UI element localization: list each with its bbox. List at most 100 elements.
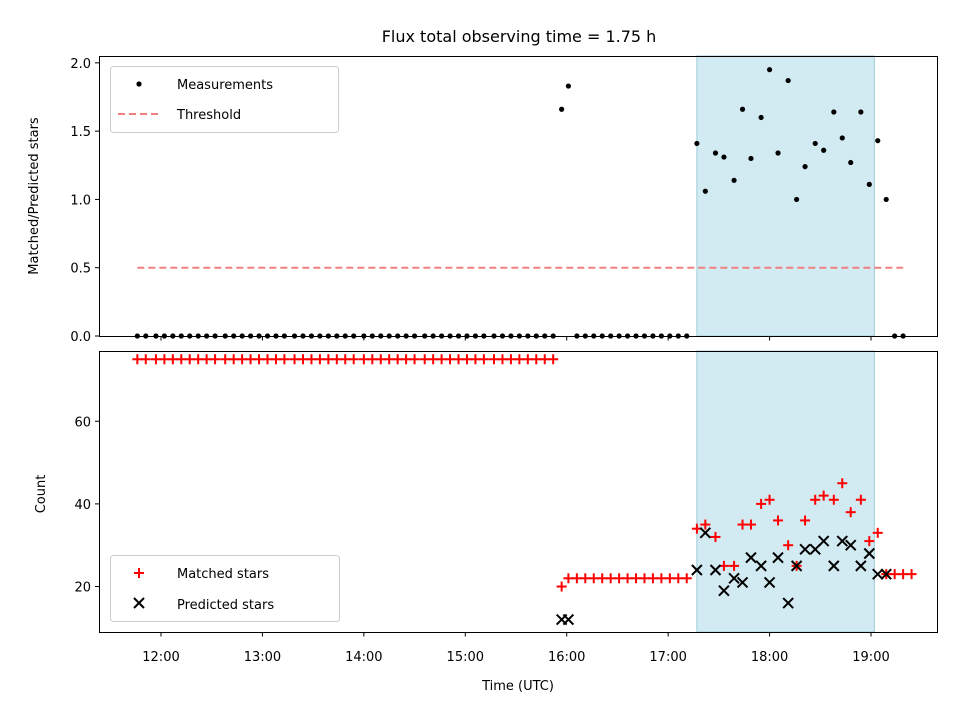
- count-y-ticks: 20 40 60: [74, 415, 100, 596]
- observing-window-shade-lower: [696, 350, 875, 633]
- matched-star-point: [639, 573, 650, 584]
- matched-star-point: [872, 527, 883, 538]
- matched-star-point: [470, 354, 481, 365]
- matched-star-point: [298, 354, 308, 365]
- predicted-star-point: [728, 572, 740, 584]
- x-tick-label: 14:00: [345, 650, 382, 665]
- predicted-star-point: [562, 613, 575, 626]
- matched-star-point: [193, 354, 204, 365]
- matched-star-point: [150, 354, 161, 365]
- legend-label-measurements: Measurements: [177, 78, 273, 93]
- measurement-point: [748, 155, 754, 162]
- y-tick-label: 20: [74, 581, 91, 596]
- matched-star-point: [556, 581, 567, 592]
- matched-star-point: [132, 354, 143, 365]
- measurement-point: [758, 114, 764, 121]
- matched-star-point: [710, 531, 721, 542]
- measurement-point: [721, 154, 727, 160]
- x-tick-label: 13:00: [244, 650, 281, 665]
- y-tick-label: 0.0: [70, 330, 91, 345]
- matched-star-point: [837, 478, 848, 489]
- matched-star-point: [906, 569, 917, 580]
- matched-star-point: [764, 494, 775, 505]
- count-marks: [132, 354, 917, 626]
- matched-star-point: [563, 573, 574, 584]
- count-legend-box: [110, 555, 340, 622]
- matched-star-point: [656, 573, 667, 584]
- measurement-point: [559, 106, 565, 112]
- matched-star-point: [409, 354, 420, 365]
- matched-star-point: [201, 354, 212, 365]
- matched-star-point: [864, 536, 875, 547]
- y-tick-label: 2.0: [70, 57, 91, 72]
- matched-star-point: [597, 573, 608, 584]
- matched-star-point: [392, 354, 403, 365]
- matched-star-point: [898, 569, 909, 580]
- ratio-panel: 0.0 0.5 1.0 1.5 2.0 Matched/Predicted stars: [27, 55, 938, 345]
- matched-star-point: [514, 354, 525, 365]
- matched-star-point: [254, 354, 265, 365]
- y-tick-label: 1.0: [70, 193, 91, 208]
- predicted-star-point: [828, 560, 840, 572]
- matched-star-point: [384, 354, 395, 365]
- matched-star-point: [289, 354, 300, 365]
- predicted-star-point: [745, 551, 757, 564]
- matched-star-point: [614, 573, 625, 584]
- measurement-point: [848, 159, 854, 166]
- matched-star-point: [810, 494, 821, 505]
- predicted-star-point: [790, 560, 803, 572]
- measurement-point: [785, 77, 791, 84]
- matched-star-point: [220, 354, 231, 365]
- predicted-star-point: [718, 584, 730, 597]
- observing-window-shade: [696, 55, 875, 337]
- matched-star-point: [306, 354, 317, 365]
- matched-star-point: [580, 573, 591, 584]
- measurement-point: [766, 67, 773, 73]
- y-tick-label: 0.5: [70, 262, 91, 277]
- x-tick-label: 15:00: [447, 650, 484, 665]
- measurement-point: [858, 109, 864, 115]
- measurement-point: [775, 150, 781, 156]
- count-panel: 20 40 60 12:00 13:00 14:00 15:00 16:00 17:00 18:…: [34, 350, 938, 694]
- ratio-axes-frame: [99, 56, 938, 337]
- predicted-star-point: [809, 543, 821, 556]
- matched-star-point: [419, 354, 430, 365]
- predicted-star-point: [755, 560, 767, 572]
- legend-dot-marker: [136, 81, 142, 87]
- matched-star-point: [783, 540, 794, 551]
- matched-star-point: [845, 507, 856, 518]
- matched-star-point: [773, 515, 784, 526]
- chart-title: Flux total observing time = 1.75 h: [382, 27, 657, 46]
- measurement-point: [839, 135, 845, 141]
- measurement-point: [694, 140, 700, 147]
- measurement-point: [812, 140, 818, 147]
- measurement-point: [866, 181, 872, 187]
- count-y-axis-label: Count: [34, 475, 49, 514]
- matched-star-point: [375, 354, 386, 365]
- matched-star-point: [673, 573, 684, 584]
- predicted-star-point: [699, 527, 712, 539]
- y-tick-label: 1.5: [70, 125, 91, 140]
- matched-star-point: [323, 354, 334, 365]
- legend-label-predicted: Predicted stars: [177, 598, 274, 613]
- matched-star-point: [745, 519, 756, 530]
- predicted-star-point: [782, 597, 794, 609]
- matched-star-point: [367, 354, 378, 365]
- predicted-star-point: [855, 560, 867, 572]
- predicted-star-point: [799, 543, 811, 556]
- predicted-star-point: [736, 576, 749, 589]
- ratio-y-ticks: 0.0 0.5 1.0 1.5 2.0: [70, 57, 100, 345]
- measurement-point: [702, 188, 708, 194]
- x-tick-label: 16:00: [548, 650, 585, 665]
- matched-star-point: [358, 354, 369, 365]
- predicted-star-point: [709, 564, 722, 576]
- matched-star-point: [348, 354, 359, 365]
- matched-star-point: [331, 354, 342, 365]
- ratio-x-ticks: [160, 336, 872, 341]
- matched-star-point: [436, 354, 447, 365]
- matched-star-point: [818, 490, 829, 501]
- matched-star-point: [828, 494, 839, 505]
- predicted-star-point: [817, 535, 830, 547]
- matched-star-point: [228, 354, 239, 365]
- matched-star-point: [681, 573, 692, 584]
